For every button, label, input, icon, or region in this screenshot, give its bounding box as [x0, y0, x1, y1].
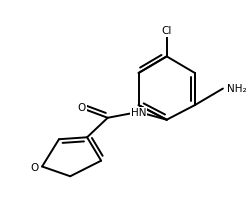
Text: NH₂: NH₂ — [226, 83, 245, 94]
Text: O: O — [30, 163, 38, 173]
Text: HN: HN — [130, 108, 146, 118]
Text: Cl: Cl — [161, 26, 171, 36]
Text: O: O — [77, 103, 85, 113]
